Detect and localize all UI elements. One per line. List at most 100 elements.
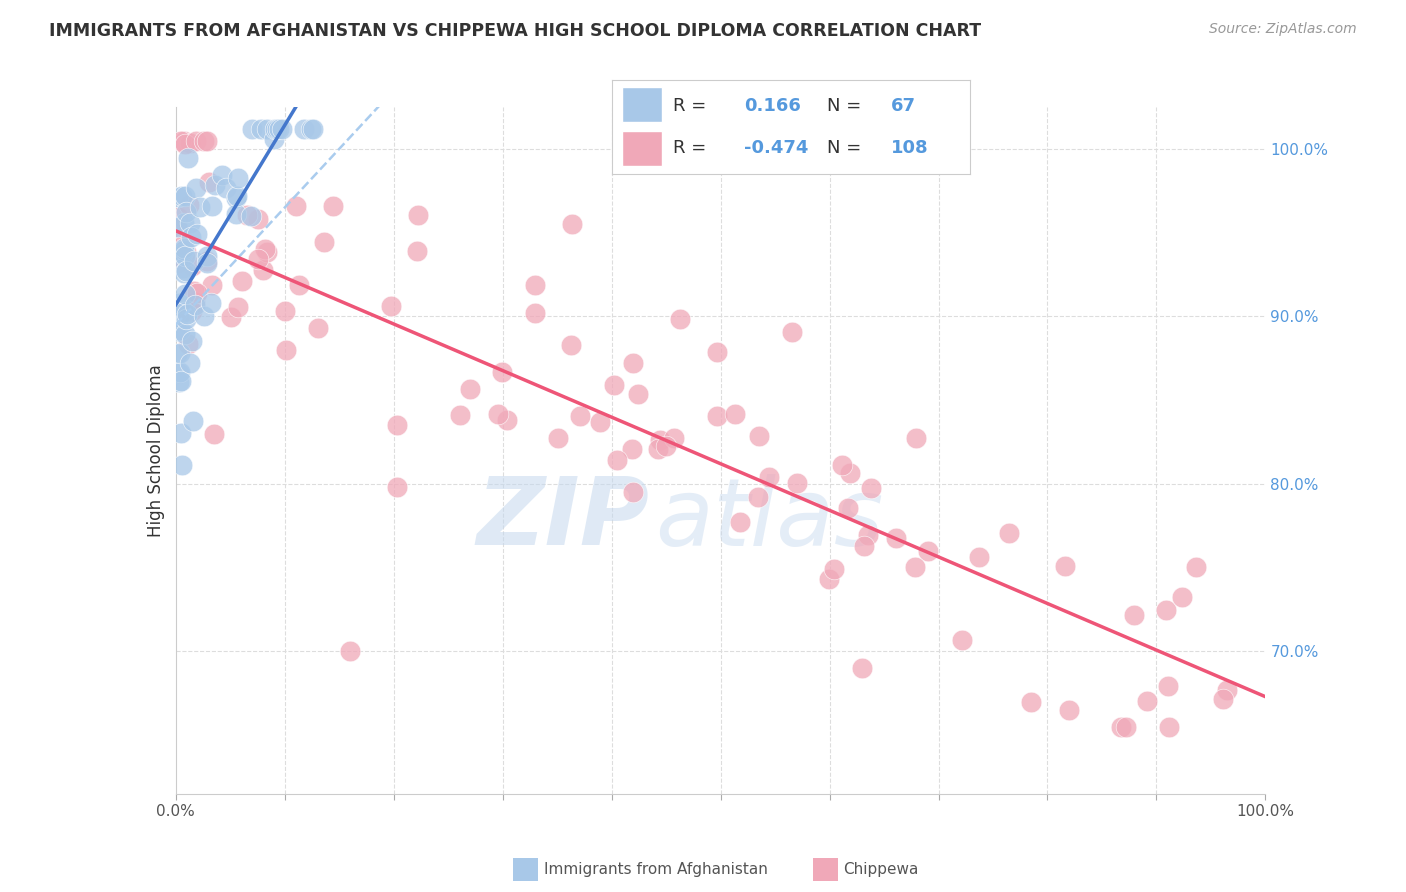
Point — [387, 418, 409, 433]
Point — [193, 310, 215, 324]
Point — [274, 343, 297, 357]
Point — [620, 442, 643, 457]
Point — [180, 230, 202, 244]
Point — [173, 241, 195, 255]
Point — [166, 305, 188, 319]
Point — [669, 312, 692, 326]
Point — [225, 207, 247, 221]
Point — [748, 429, 770, 443]
Point — [560, 337, 582, 351]
Point — [179, 216, 201, 230]
Point — [904, 560, 927, 574]
Point — [184, 298, 207, 312]
Point — [173, 189, 195, 203]
Point — [254, 242, 277, 256]
Point — [1159, 720, 1181, 734]
Point — [851, 661, 873, 675]
Point — [250, 121, 273, 136]
Point — [200, 295, 222, 310]
Point — [449, 408, 471, 422]
Point — [406, 208, 429, 222]
Point — [173, 266, 195, 280]
Point — [193, 134, 215, 148]
Point — [273, 303, 295, 318]
Point — [589, 415, 612, 429]
Point — [339, 644, 361, 658]
Point — [166, 347, 188, 361]
Point — [226, 170, 249, 185]
Point — [176, 307, 198, 321]
Point — [170, 374, 193, 388]
Point — [747, 490, 769, 504]
Point — [173, 287, 195, 301]
Point — [884, 531, 907, 545]
Point — [706, 409, 728, 423]
Point — [173, 244, 195, 258]
Point — [179, 136, 201, 151]
Point — [173, 134, 195, 148]
Text: 108: 108 — [891, 139, 929, 157]
Point — [270, 121, 292, 136]
Point — [231, 274, 253, 288]
Point — [1109, 720, 1132, 734]
Point — [823, 562, 845, 576]
Point — [166, 220, 188, 235]
Point — [170, 134, 193, 148]
Point — [181, 414, 204, 428]
Point — [173, 306, 195, 320]
Point — [655, 440, 678, 454]
Point — [200, 199, 222, 213]
Point — [180, 259, 202, 273]
Text: R =: R = — [672, 96, 717, 114]
Point — [186, 286, 208, 301]
Point — [786, 476, 808, 491]
Point — [967, 549, 990, 564]
Point — [627, 387, 650, 401]
Point — [184, 134, 207, 148]
Point — [1184, 559, 1206, 574]
Point — [312, 235, 335, 249]
Point — [180, 334, 202, 348]
Point — [648, 433, 671, 447]
Point — [1054, 559, 1077, 574]
Point — [547, 431, 569, 445]
Point — [997, 526, 1019, 541]
Point — [524, 277, 547, 292]
Point — [385, 480, 408, 494]
Point — [183, 285, 205, 299]
Point — [603, 377, 626, 392]
Text: atlas: atlas — [655, 474, 883, 565]
Text: -0.474: -0.474 — [744, 139, 808, 157]
Point — [1136, 694, 1159, 708]
Point — [706, 344, 728, 359]
Point — [170, 458, 193, 472]
Bar — [623, 87, 662, 122]
Point — [647, 442, 669, 456]
Point — [458, 382, 481, 396]
Point — [202, 427, 225, 442]
Point — [1115, 720, 1137, 734]
Point — [950, 633, 973, 648]
Point — [568, 409, 591, 423]
Point — [180, 304, 202, 318]
Point — [831, 458, 853, 472]
Point — [917, 543, 939, 558]
Point — [167, 366, 190, 380]
Point — [177, 337, 200, 351]
Point — [299, 121, 322, 136]
Point — [170, 188, 193, 202]
Point — [167, 376, 190, 390]
Point — [837, 501, 859, 516]
Point — [1019, 695, 1042, 709]
Point — [267, 121, 290, 136]
Point — [167, 210, 190, 224]
Point — [758, 470, 780, 484]
Point — [195, 134, 218, 148]
Point — [170, 244, 193, 258]
Point — [166, 190, 188, 204]
Point — [172, 238, 194, 252]
Point — [240, 209, 263, 223]
Point — [322, 199, 344, 213]
Point — [621, 485, 644, 500]
Point — [184, 294, 207, 309]
